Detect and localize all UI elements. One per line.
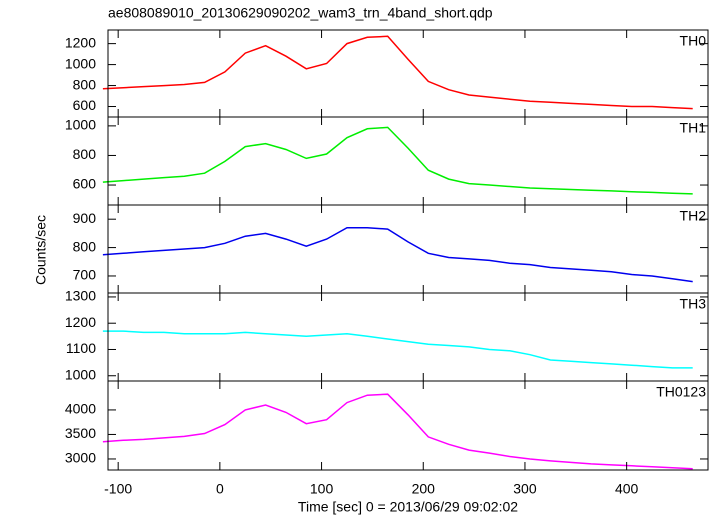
x-tick-label: 200	[412, 481, 436, 497]
y-tick-label: 700	[73, 267, 97, 283]
y-tick-label: 3000	[65, 450, 96, 466]
y-tick-label: 3500	[65, 425, 96, 441]
series-line	[102, 330, 693, 369]
panel-frame	[107, 29, 709, 118]
y-tick-label: 1200	[65, 314, 96, 330]
y-tick-label: 1300	[65, 288, 96, 304]
panel-label: TH3	[680, 296, 707, 312]
x-tick-label: -100	[104, 481, 132, 497]
panel-frame	[107, 204, 709, 294]
y-tick-label: 1100	[66, 340, 96, 356]
series-line	[102, 226, 693, 283]
x-axis-label: Time [sec] 0 = 2013/06/29 09:02:02	[298, 499, 518, 515]
panel-label: TH0123	[656, 384, 706, 400]
y-tick-label: 800	[73, 146, 97, 162]
y-tick-label: 900	[73, 210, 97, 226]
x-tick-label: 300	[513, 481, 537, 497]
y-tick-label: 1000	[65, 366, 96, 382]
x-tick-label: 0	[216, 481, 224, 497]
x-tick-label: 100	[310, 481, 334, 497]
y-tick-label: 1200	[65, 34, 96, 50]
panel-label: TH2	[680, 208, 707, 224]
panel-frame	[107, 292, 709, 382]
y-tick-label: 1000	[65, 55, 96, 71]
panel-frame	[107, 380, 709, 471]
y-tick-label: 600	[73, 176, 97, 192]
y-tick-label: 800	[73, 76, 97, 92]
y-tick-label: 800	[73, 238, 97, 254]
y-tick-label: 600	[73, 97, 97, 113]
series-line	[102, 126, 693, 195]
panel-label: TH1	[680, 120, 707, 136]
series-line	[102, 393, 693, 470]
y-axis-label: Counts/sec	[33, 215, 49, 285]
series-line	[102, 35, 693, 110]
y-tick-label: 1000	[65, 117, 96, 133]
panel-label: TH0	[680, 33, 707, 49]
x-tick-label: 400	[615, 481, 639, 497]
chart-title: ae808089010_20130629090202_wam3_trn_4ban…	[108, 5, 493, 21]
y-tick-label: 4000	[65, 401, 96, 417]
